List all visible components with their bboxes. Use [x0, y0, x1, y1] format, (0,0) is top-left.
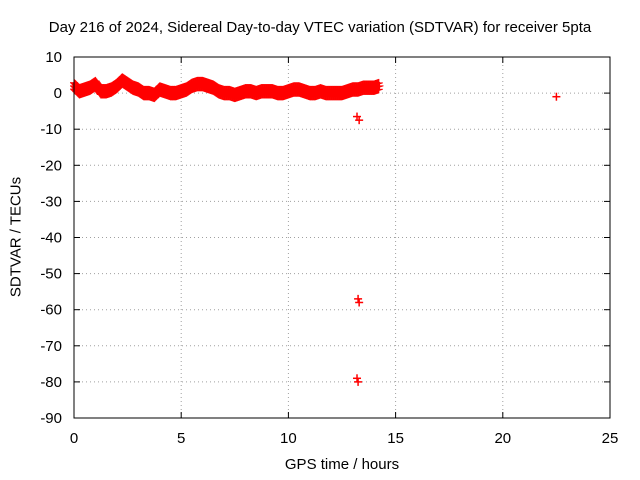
gridlines [74, 57, 610, 418]
data-points [70, 73, 561, 386]
y-tick-label: -50 [40, 266, 62, 283]
outlier-point [355, 298, 364, 307]
y-tick-label: -80 [40, 374, 62, 391]
x-axis-label: GPS time / hours [284, 456, 400, 473]
outlier-point [552, 92, 561, 101]
outlier-point [354, 294, 363, 303]
x-tick-label: 25 [602, 430, 619, 447]
x-tick-label: 20 [494, 430, 511, 447]
y-tick-label: -30 [40, 193, 62, 210]
chart-title: Day 216 of 2024, Sidereal Day-to-day VTE… [48, 19, 592, 36]
y-tick-label: -60 [40, 302, 62, 319]
y-tick-label: -90 [40, 410, 62, 427]
y-tick-label: -20 [40, 157, 62, 174]
x-tick-labels: 0 5 10 15 20 25 [70, 430, 619, 447]
outlier-point [355, 116, 364, 125]
y-tick-label: 0 [54, 85, 62, 102]
outlier-point [353, 374, 362, 383]
plot-frame [73, 56, 611, 419]
y-tick-labels: 10 0 -10 -20 -30 -40 -50 -60 -70 -80 -90 [40, 49, 62, 427]
x-tick-label: 15 [387, 430, 404, 447]
x-tick-label: 0 [70, 430, 78, 447]
data-point [375, 81, 384, 90]
x-tick-label: 10 [280, 430, 297, 447]
y-tick-label: -40 [40, 230, 62, 247]
y-tick-label: -70 [40, 338, 62, 355]
y-axis-label: SDTVAR / TECUs [7, 176, 25, 298]
x-tick-label: 5 [177, 430, 185, 447]
outlier-point [354, 377, 363, 386]
y-tick-label: 10 [45, 49, 62, 66]
y-tick-label: -10 [40, 121, 62, 138]
